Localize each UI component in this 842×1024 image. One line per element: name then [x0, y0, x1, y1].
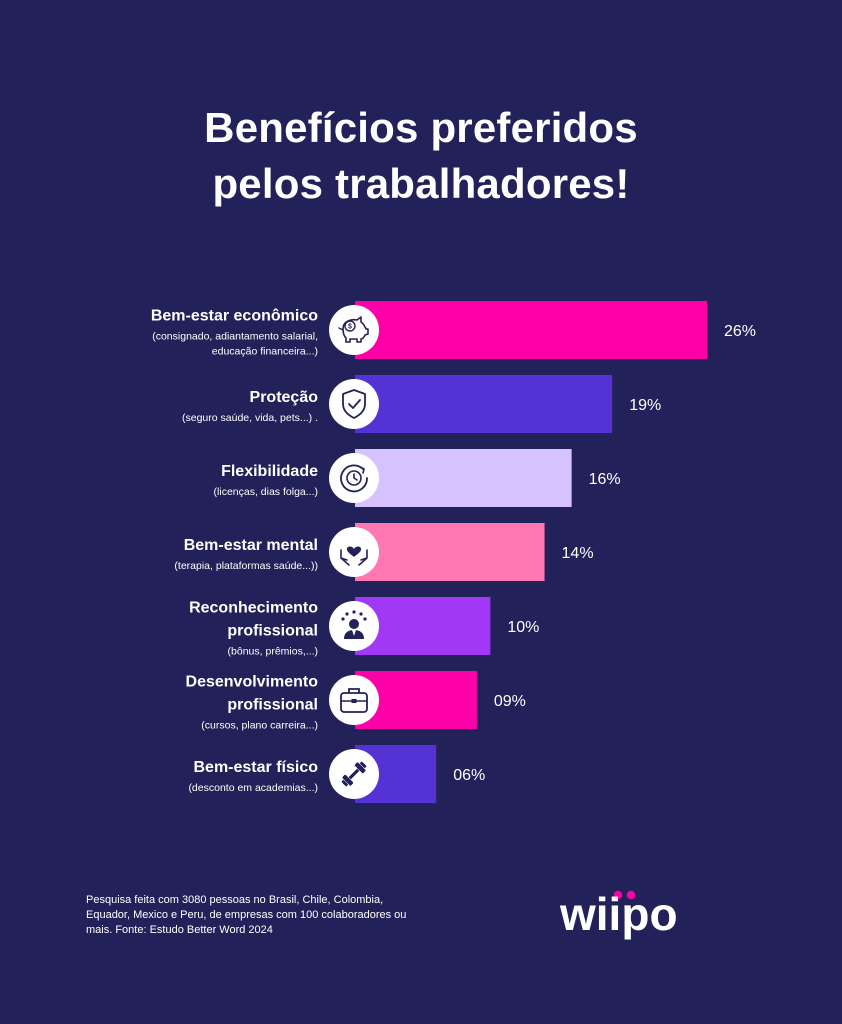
- title-line-2: pelos trabalhadores!: [212, 160, 630, 207]
- category-label: Bem-estar mental: [184, 537, 318, 554]
- icon-circle: [329, 379, 379, 429]
- person-stars-icon: [341, 610, 367, 639]
- piggy-bank-icon: $: [338, 316, 369, 343]
- category-label: Desenvolvimento: [186, 674, 319, 691]
- bar: [355, 523, 545, 581]
- category-label: profissional: [227, 623, 318, 640]
- category-subtitle: (desconto em academias...): [188, 782, 318, 794]
- category-label: Bem-estar econômico: [151, 308, 318, 325]
- bar: [355, 301, 707, 359]
- shield-check-icon: [342, 389, 366, 419]
- category-label: Reconhecimento: [189, 600, 318, 617]
- bar: [355, 449, 572, 507]
- category-subtitle: (cursos, plano carreira...): [201, 720, 318, 732]
- category-subtitle: (bônus, prêmios,...): [228, 646, 318, 658]
- briefcase-icon: [340, 688, 368, 713]
- footnote: Pesquisa feita com 3080 pessoas no Brasi…: [86, 894, 407, 936]
- value-label: 09%: [494, 693, 526, 710]
- category-label: Proteção: [250, 389, 319, 406]
- svg-text:$: $: [348, 323, 352, 330]
- category-label: Flexibilidade: [221, 463, 318, 480]
- dumbbell-icon: [341, 761, 367, 787]
- hands-heart-icon: [340, 546, 368, 566]
- logo-text: wiipo: [560, 888, 678, 940]
- category-label: Bem-estar físico: [194, 759, 319, 776]
- category-subtitle: (licenças, dias folga...): [214, 486, 318, 498]
- clock-cycle-icon: [340, 464, 368, 493]
- title-line-1: Benefícios preferidos: [204, 104, 638, 151]
- value-label: 19%: [629, 397, 661, 414]
- chart-title: Benefícios preferidos pelos trabalhadore…: [0, 100, 842, 212]
- bar: [355, 375, 613, 433]
- category-subtitle: (seguro saúde, vida, pets...) .: [182, 412, 318, 424]
- category-subtitle: educação financeira...): [212, 346, 318, 358]
- wiipo-logo: wiipo: [560, 888, 678, 940]
- category-subtitle: (consignado, adiantamento salarial,: [152, 331, 318, 343]
- value-label: 06%: [453, 767, 485, 784]
- value-label: 16%: [589, 471, 621, 488]
- value-label: 14%: [562, 545, 594, 562]
- value-label: 26%: [724, 323, 756, 340]
- category-subtitle: (terapia, plataformas saúde...)): [174, 560, 318, 572]
- value-label: 10%: [507, 619, 539, 636]
- category-label: profissional: [227, 697, 318, 714]
